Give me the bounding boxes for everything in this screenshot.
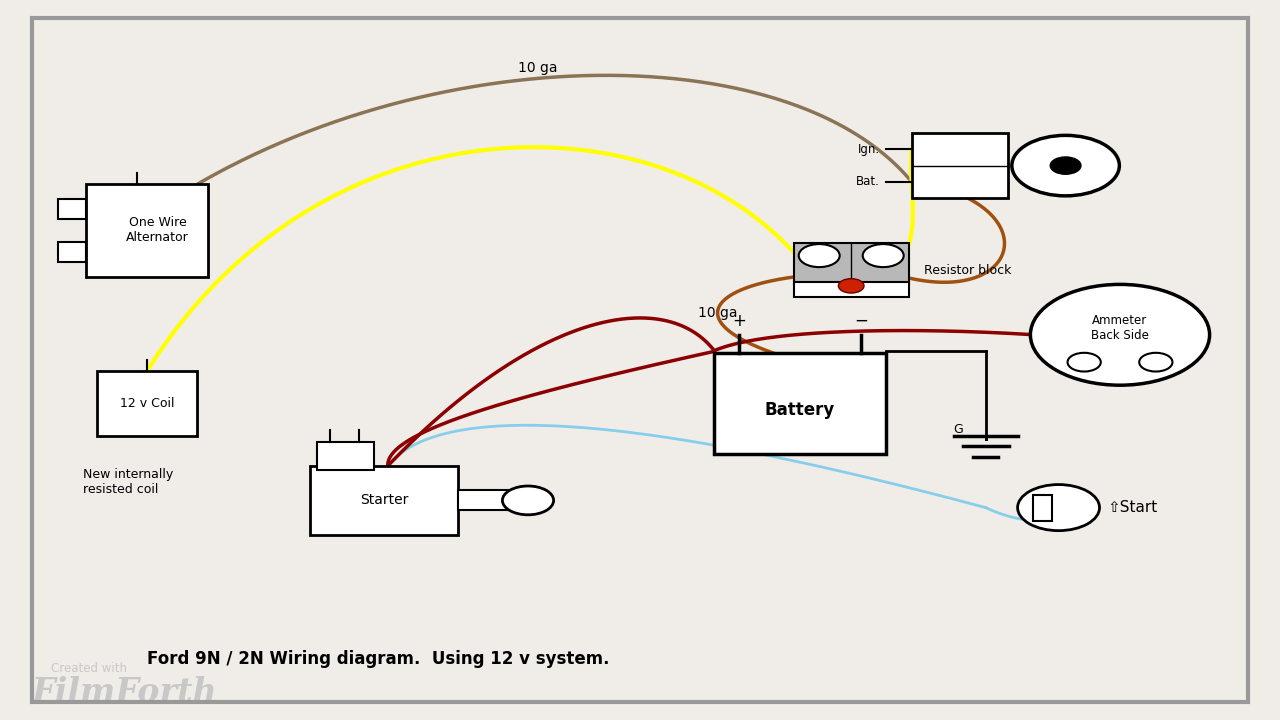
Text: 10 ga: 10 ga [698, 306, 737, 320]
Text: Ford 9N / 2N Wiring diagram.  Using 12 v system.: Ford 9N / 2N Wiring diagram. Using 12 v … [147, 649, 609, 668]
FancyBboxPatch shape [87, 184, 207, 277]
Text: +: + [732, 312, 746, 330]
FancyBboxPatch shape [317, 442, 374, 470]
Text: −: − [854, 312, 868, 330]
Circle shape [1068, 353, 1101, 372]
FancyBboxPatch shape [97, 371, 197, 436]
Text: 12 v Coil: 12 v Coil [120, 397, 174, 410]
FancyBboxPatch shape [714, 353, 886, 454]
Text: FilmForth: FilmForth [32, 676, 218, 709]
FancyBboxPatch shape [458, 490, 508, 510]
Text: G: G [952, 423, 963, 436]
Text: Ammeter
Back Side: Ammeter Back Side [1091, 314, 1149, 341]
Circle shape [1011, 135, 1119, 196]
Text: Bat.: Bat. [856, 175, 881, 189]
Text: Created with: Created with [51, 662, 127, 675]
Circle shape [1139, 353, 1172, 372]
FancyBboxPatch shape [1033, 495, 1052, 521]
Text: One Wire
Alternator: One Wire Alternator [125, 217, 189, 244]
FancyBboxPatch shape [794, 282, 909, 297]
Text: Starter: Starter [360, 493, 408, 508]
Circle shape [1050, 157, 1080, 174]
Text: 10 ga: 10 ga [518, 61, 557, 76]
Text: Resistor block: Resistor block [924, 264, 1011, 276]
FancyBboxPatch shape [911, 133, 1009, 198]
Circle shape [799, 244, 840, 267]
Circle shape [1018, 485, 1100, 531]
Text: New internally
resisted coil: New internally resisted coil [83, 468, 174, 496]
Text: Battery: Battery [765, 402, 835, 419]
Text: Ign.: Ign. [858, 143, 881, 156]
Text: ⇧Start: ⇧Start [1107, 500, 1157, 515]
FancyBboxPatch shape [59, 199, 87, 219]
FancyBboxPatch shape [310, 467, 458, 534]
Circle shape [502, 486, 554, 515]
FancyBboxPatch shape [59, 242, 87, 262]
Circle shape [863, 244, 904, 267]
FancyBboxPatch shape [794, 243, 909, 284]
Circle shape [838, 279, 864, 293]
Circle shape [1030, 284, 1210, 385]
